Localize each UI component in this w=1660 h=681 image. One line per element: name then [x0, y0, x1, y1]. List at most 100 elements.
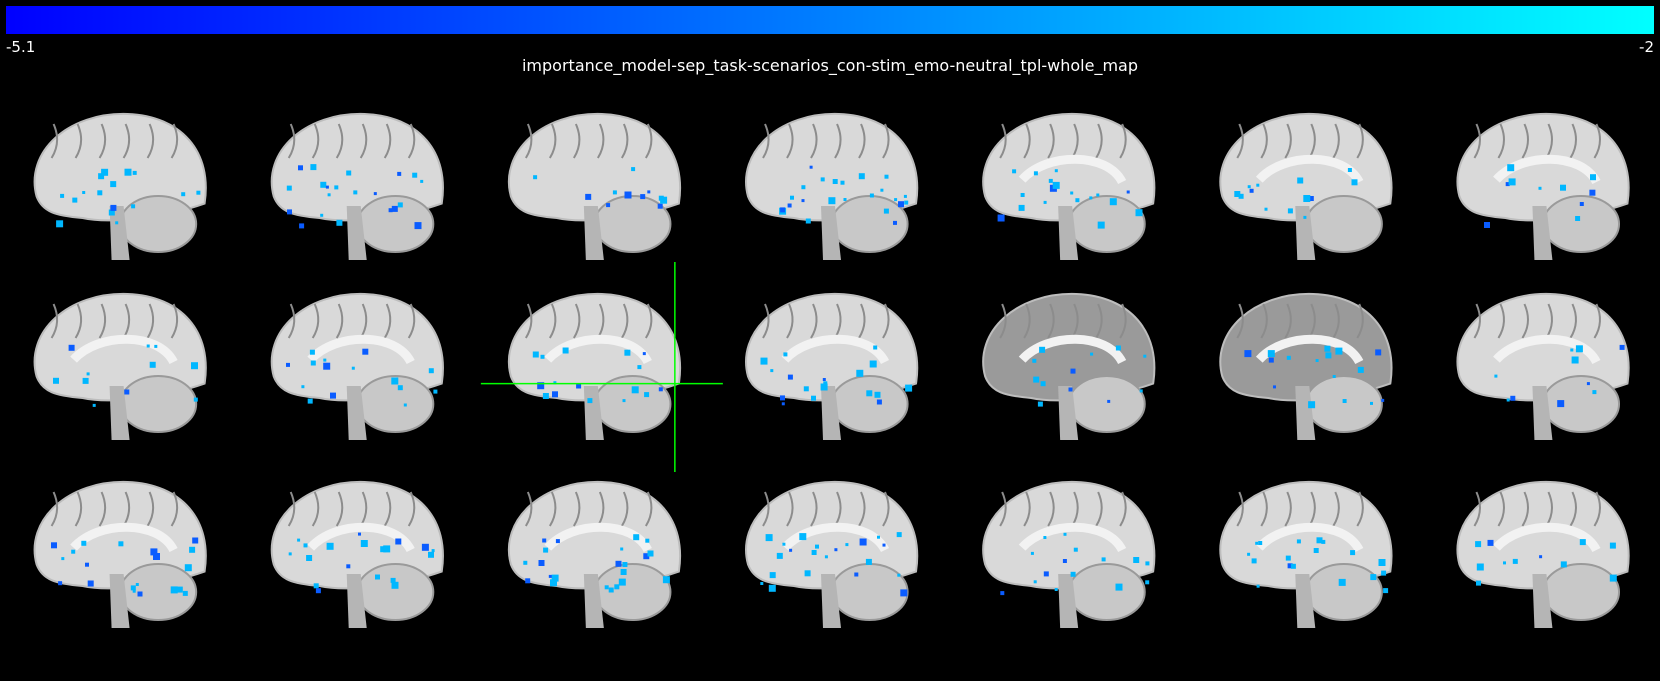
cerebrum	[1219, 112, 1393, 222]
brain-slice-r2-c2	[270, 292, 444, 440]
sulcus	[122, 123, 131, 159]
sulcus	[335, 123, 344, 159]
activation-voxel	[306, 555, 313, 561]
sulcus	[1047, 123, 1055, 159]
activation-voxel	[1258, 541, 1263, 545]
activation-voxel	[828, 197, 836, 205]
sulcus	[1095, 303, 1103, 339]
activation-voxel	[1589, 189, 1596, 196]
activation-voxel	[1033, 580, 1037, 584]
cerebellum	[119, 375, 198, 433]
cerebellum	[593, 563, 672, 621]
brainstem	[109, 206, 130, 260]
brainstem	[583, 574, 604, 628]
brain-slice-r3-c7	[1456, 480, 1630, 628]
activation-voxel	[811, 550, 817, 555]
activation-voxel	[1033, 376, 1040, 383]
activation-voxel	[882, 543, 886, 547]
activation-voxel	[555, 539, 560, 544]
activation-voxel	[1073, 547, 1078, 552]
activation-voxel	[53, 377, 59, 384]
activation-voxel	[1575, 345, 1583, 353]
activation-voxel	[1325, 352, 1332, 359]
activation-voxel	[1135, 209, 1143, 217]
corpus-callosum	[1018, 334, 1127, 365]
activation-voxel	[823, 381, 828, 386]
sulcus	[335, 491, 344, 527]
activation-voxel	[176, 586, 183, 593]
activation-voxel	[1020, 193, 1025, 197]
activation-voxel	[336, 219, 343, 226]
sulcus	[858, 123, 866, 159]
cerebrum	[982, 480, 1156, 590]
brain-slice-r2-c3	[480, 262, 723, 472]
corpus-callosum	[1018, 522, 1127, 553]
activation-voxel	[132, 589, 136, 593]
activation-voxel	[874, 391, 881, 398]
sulcus	[621, 491, 629, 527]
activation-voxel	[1268, 357, 1274, 363]
activation-voxel	[428, 551, 434, 558]
cerebrum	[508, 112, 682, 222]
activation-voxel	[660, 196, 668, 204]
activation-voxel	[1512, 558, 1518, 564]
activation-voxel	[1351, 179, 1358, 186]
brain-slice-r1-c6	[1219, 112, 1393, 260]
activation-voxel	[1381, 398, 1385, 402]
cerebellum	[830, 563, 909, 621]
brainstem	[1532, 574, 1553, 628]
activation-voxel	[390, 577, 396, 583]
activation-voxel	[803, 386, 809, 392]
activation-voxel	[1487, 539, 1494, 546]
activation-voxel	[97, 190, 103, 196]
brain-slice-r3-c5	[982, 480, 1156, 628]
activation-voxel	[840, 180, 845, 185]
sulcus	[525, 123, 533, 159]
cerebrum	[745, 480, 919, 590]
sulcus	[621, 303, 629, 339]
activation-voxel	[1052, 181, 1060, 189]
activation-voxel	[135, 583, 139, 586]
brain-slice-r1-c3	[508, 112, 682, 260]
activation-voxel	[395, 538, 402, 545]
sulcus	[1119, 123, 1127, 159]
sulcus	[50, 123, 59, 159]
sulcus	[645, 491, 653, 527]
activation-voxel	[1503, 561, 1506, 565]
activation-voxel	[606, 203, 611, 208]
activation-voxel	[543, 547, 549, 553]
activation-voxel	[1030, 551, 1034, 555]
activation-voxel	[414, 222, 422, 230]
activation-voxel	[898, 201, 904, 208]
cerebrum	[33, 292, 207, 402]
activation-voxel	[108, 209, 115, 216]
brainstem	[1295, 386, 1316, 440]
sulcus	[1284, 303, 1292, 339]
brainstem	[821, 386, 841, 440]
activation-voxel	[542, 538, 547, 543]
activation-voxel	[551, 574, 559, 582]
sulcus	[525, 491, 533, 527]
activation-voxel	[1586, 382, 1590, 386]
activation-voxel	[1507, 164, 1515, 172]
brainstem	[1532, 206, 1553, 260]
activation-voxel	[433, 389, 438, 394]
activation-voxel	[877, 535, 880, 539]
sulcus	[1521, 123, 1529, 159]
activation-voxel	[1290, 563, 1296, 569]
sulcus	[1593, 123, 1601, 159]
activation-voxel	[397, 385, 403, 391]
activation-voxel	[1375, 349, 1382, 356]
brainstem	[109, 574, 130, 628]
activation-voxel	[540, 354, 545, 359]
cerebrum	[1219, 292, 1393, 402]
activation-voxel	[1075, 198, 1080, 203]
sulcus	[335, 303, 344, 339]
activation-voxel	[1101, 557, 1106, 562]
sulcus	[810, 123, 818, 159]
activation-voxel	[552, 391, 558, 398]
activation-voxel	[320, 181, 327, 188]
activation-voxel	[1308, 196, 1314, 201]
activation-voxel	[56, 220, 64, 228]
